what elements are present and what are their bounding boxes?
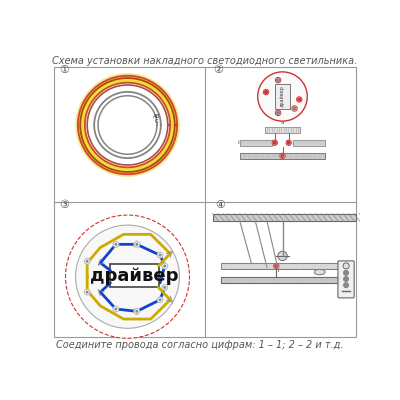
Circle shape (275, 78, 281, 83)
Circle shape (84, 258, 90, 264)
Circle shape (159, 254, 161, 256)
Circle shape (135, 310, 138, 313)
Text: i: i (238, 140, 239, 145)
Circle shape (158, 254, 162, 257)
Bar (266, 126, 300, 133)
Bar (292, 140, 325, 146)
Circle shape (158, 298, 162, 301)
Circle shape (114, 308, 118, 310)
Text: Схема установки накладного светодиодного светильника.: Схема установки накладного светодиодного… (52, 56, 358, 66)
Circle shape (273, 141, 276, 144)
Circle shape (115, 308, 117, 310)
Circle shape (277, 79, 280, 82)
Circle shape (136, 244, 138, 245)
Bar (240, 153, 325, 159)
Circle shape (114, 243, 118, 246)
Circle shape (164, 287, 166, 288)
Circle shape (164, 265, 166, 267)
Circle shape (162, 285, 168, 290)
Circle shape (296, 97, 302, 102)
Circle shape (86, 291, 88, 293)
Circle shape (134, 309, 140, 314)
Text: ①: ① (59, 65, 69, 75)
Bar (54, 67, 356, 337)
Text: ④: ④ (215, 200, 225, 210)
Circle shape (86, 260, 89, 263)
Circle shape (162, 263, 168, 269)
Circle shape (115, 244, 117, 245)
Circle shape (66, 215, 190, 338)
Text: AB
C: AB C (153, 114, 161, 124)
Circle shape (280, 153, 285, 158)
Circle shape (275, 110, 281, 116)
Circle shape (113, 306, 118, 312)
Circle shape (134, 242, 140, 247)
FancyBboxPatch shape (338, 261, 354, 298)
Bar (275, 84, 290, 109)
Text: ③: ③ (59, 200, 69, 210)
Text: a: a (281, 120, 284, 125)
Circle shape (281, 154, 284, 157)
Circle shape (286, 140, 292, 146)
Circle shape (157, 252, 163, 258)
Circle shape (135, 243, 138, 246)
Circle shape (275, 264, 278, 267)
Circle shape (277, 112, 280, 114)
Circle shape (344, 283, 348, 288)
Bar (213, 214, 356, 221)
Circle shape (274, 263, 279, 269)
Text: Соедините провода согласно цифрам: 1 – 1; 2 – 2 и т.д.: Соедините провода согласно цифрам: 1 – 1… (56, 340, 344, 350)
Circle shape (136, 310, 138, 312)
Circle shape (292, 106, 297, 111)
Bar (240, 140, 272, 146)
Bar (220, 277, 341, 283)
Circle shape (163, 264, 166, 268)
Circle shape (344, 270, 348, 275)
Circle shape (157, 297, 163, 302)
Circle shape (86, 290, 89, 294)
Circle shape (293, 107, 296, 110)
Bar (220, 263, 341, 269)
Circle shape (343, 263, 349, 269)
Circle shape (76, 225, 180, 328)
Bar (110, 264, 158, 288)
Circle shape (344, 277, 348, 281)
Text: ②: ② (213, 65, 223, 75)
Circle shape (258, 72, 307, 121)
Circle shape (159, 299, 161, 300)
Circle shape (163, 286, 166, 289)
Circle shape (272, 140, 278, 146)
Circle shape (263, 90, 269, 95)
Circle shape (287, 141, 290, 144)
Circle shape (84, 289, 90, 295)
Circle shape (265, 91, 268, 94)
Ellipse shape (314, 269, 325, 275)
Circle shape (278, 251, 287, 260)
Text: драйвер: драйвер (90, 267, 179, 285)
Circle shape (86, 260, 88, 262)
Text: драйвер: драйвер (280, 86, 285, 107)
Circle shape (298, 98, 301, 101)
Circle shape (113, 242, 118, 247)
